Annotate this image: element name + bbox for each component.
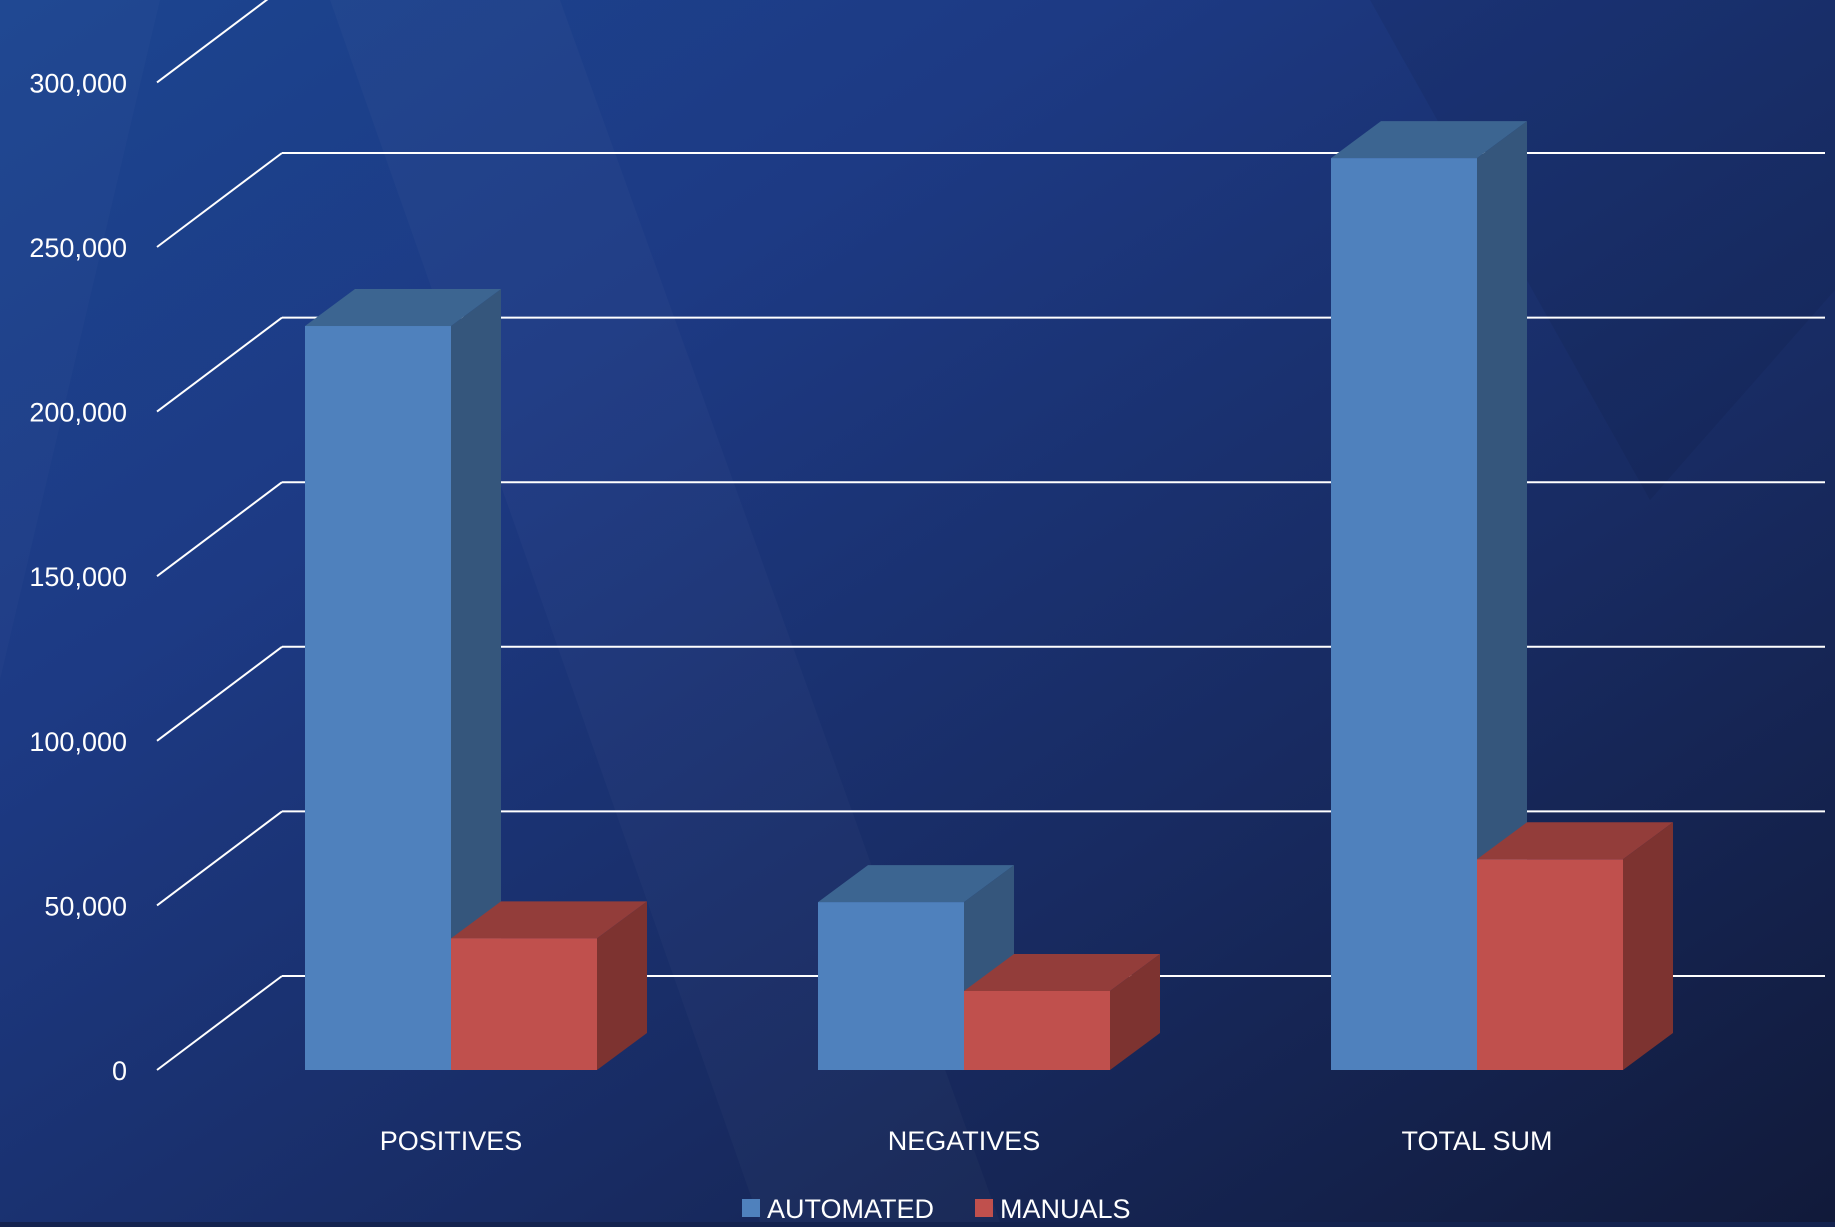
bars-layer [305,121,1673,1071]
bar [818,902,964,1070]
axis-layer: 0 50,000 100,000 150,000 200,000 250,000 300,0… [29,68,1552,1156]
legend-label: AUTOMATED [767,1194,934,1222]
x-tick-label: TOTAL SUM [1401,1126,1552,1156]
gridline-diagonal [156,316,283,413]
bar [305,326,451,1070]
bar-side [451,289,501,1070]
legend: AUTOMATED MANUALS [742,1194,1131,1224]
bar-top [451,901,647,939]
legend-swatch [742,1199,760,1217]
legend-swatch [975,1199,993,1217]
bar [1477,859,1623,1070]
bar-side [1623,822,1673,1070]
bar-top [1477,822,1673,860]
legend-label: MANUALS [1000,1194,1131,1222]
bar [451,938,597,1070]
gridline-diagonal [156,975,283,1071]
gridline-diagonal [156,481,283,577]
y-tick-label: 300,000 [29,68,127,98]
x-tick-label: NEGATIVES [888,1126,1041,1156]
bar-top [964,953,1160,991]
y-tick-label: 200,000 [29,398,127,428]
bar-side [1110,953,1160,1070]
bar-top [305,289,501,327]
gridline-diagonal [156,0,269,84]
x-tick-label: POSITIVES [380,1126,523,1156]
y-tick-label: 150,000 [29,562,127,592]
bar-top [818,865,1014,903]
gridline-diagonal [156,152,283,248]
bar [964,990,1110,1070]
y-tick-label: 100,000 [29,727,127,757]
y-tick-label: 50,000 [44,891,127,921]
gridline-diagonal [156,646,283,742]
bar [1331,158,1477,1071]
gridline-diagonal [156,810,283,907]
y-tick-label: 250,000 [29,233,127,263]
bar-top [1331,121,1527,159]
y-tick-label: 0 [112,1056,127,1086]
bar-side [597,901,647,1070]
